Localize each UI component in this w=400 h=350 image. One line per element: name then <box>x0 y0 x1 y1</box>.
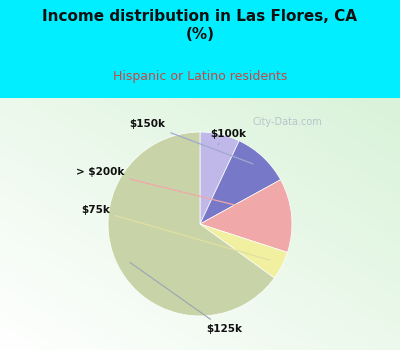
Wedge shape <box>108 132 274 316</box>
Text: $150k: $150k <box>130 119 253 164</box>
Text: Hispanic or Latino residents: Hispanic or Latino residents <box>113 70 287 83</box>
Text: $100k: $100k <box>210 128 246 145</box>
Text: > $200k: > $200k <box>76 167 278 216</box>
Wedge shape <box>200 224 288 278</box>
Text: City-Data.com: City-Data.com <box>252 117 322 127</box>
Wedge shape <box>200 180 292 252</box>
Text: $75k: $75k <box>81 205 270 260</box>
Wedge shape <box>200 132 239 224</box>
Text: Income distribution in Las Flores, CA
(%): Income distribution in Las Flores, CA (%… <box>42 9 358 42</box>
Text: $125k: $125k <box>130 262 242 334</box>
Wedge shape <box>200 141 280 224</box>
